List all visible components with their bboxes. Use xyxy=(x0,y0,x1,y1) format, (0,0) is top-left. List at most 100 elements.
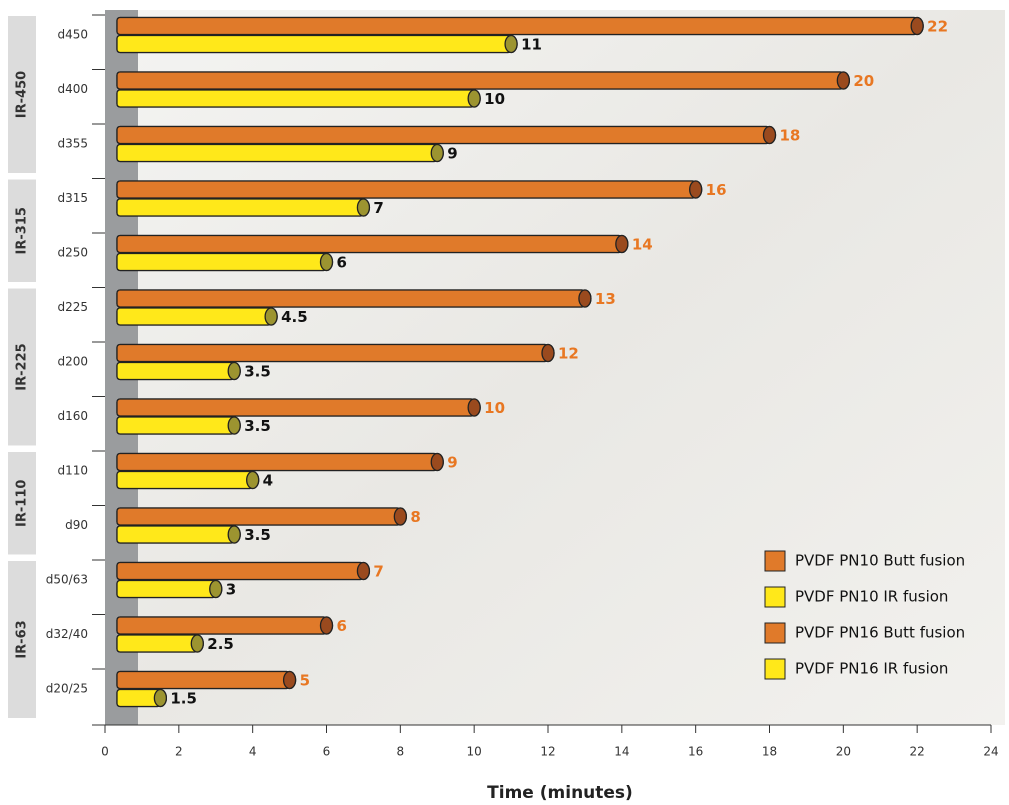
bar-cap xyxy=(319,616,334,635)
x-tick-label: 16 xyxy=(688,745,703,759)
value-label: 10 xyxy=(484,90,505,108)
y-tick-label: d110 xyxy=(57,464,88,478)
legend-label: PVDF PN16 Butt fusion xyxy=(795,624,965,642)
bar-cap xyxy=(467,398,481,417)
bar xyxy=(116,180,697,199)
bar-cap xyxy=(762,125,777,145)
y-tick-label: d450 xyxy=(57,28,88,42)
bar-cap xyxy=(227,416,241,435)
bar-cap xyxy=(264,307,278,326)
group-box xyxy=(8,452,36,555)
bar xyxy=(116,579,217,599)
bar xyxy=(116,361,235,381)
group-box xyxy=(8,16,36,173)
y-tick-label: d400 xyxy=(57,82,88,96)
group-label: IR-450 xyxy=(15,71,30,118)
x-axis-title: Time (minutes) xyxy=(487,783,633,803)
bar xyxy=(116,234,623,254)
bar-cap xyxy=(393,507,407,526)
bar-cap xyxy=(467,89,481,108)
bar xyxy=(116,16,918,36)
bar-cap xyxy=(227,525,241,544)
legend-swatch xyxy=(764,658,786,680)
legend-label: PVDF PN10 IR fusion xyxy=(795,588,948,606)
bar xyxy=(116,143,438,163)
bar-cap xyxy=(615,234,629,254)
x-tick-label: 2 xyxy=(175,745,183,759)
value-label: 11 xyxy=(521,36,542,54)
y-tick-label: d32/40 xyxy=(46,627,88,641)
bar xyxy=(116,452,438,472)
bar xyxy=(116,198,365,217)
bar xyxy=(116,343,549,363)
group-label: IR-110 xyxy=(15,480,30,527)
group-label: IR-63 xyxy=(15,620,30,658)
value-label: 14 xyxy=(632,236,653,254)
value-label: 8 xyxy=(410,508,420,526)
value-label: 5 xyxy=(300,672,310,690)
value-label: 3.5 xyxy=(244,417,271,435)
bar-cap xyxy=(541,343,555,363)
value-label: 6 xyxy=(337,617,347,635)
x-tick-label: 12 xyxy=(540,745,555,759)
group-label: IR-315 xyxy=(15,207,30,254)
value-label: 20 xyxy=(853,72,874,90)
group-label: IR-225 xyxy=(15,343,30,390)
value-label: 9 xyxy=(447,454,457,472)
bar xyxy=(116,125,771,145)
value-label: 2.5 xyxy=(207,635,234,653)
value-label: 3.5 xyxy=(244,526,271,544)
x-tick-label: 24 xyxy=(983,745,998,759)
value-label: 7 xyxy=(373,199,383,217)
value-label: 10 xyxy=(484,399,505,417)
bar-cap xyxy=(227,361,241,381)
value-label: 1.5 xyxy=(170,690,197,708)
bar-cap xyxy=(356,561,371,581)
value-label: 3 xyxy=(226,581,236,599)
bar-cap xyxy=(319,252,334,272)
bar-cap xyxy=(209,579,223,599)
value-label: 4 xyxy=(263,472,273,490)
y-tick-label: d250 xyxy=(57,246,88,260)
value-label: 22 xyxy=(927,18,948,36)
value-label: 13 xyxy=(595,290,616,308)
x-tick-label: 8 xyxy=(397,745,405,759)
bar-cap xyxy=(910,16,924,36)
bar xyxy=(116,416,235,435)
value-label: 12 xyxy=(558,345,579,363)
x-tick-label: 20 xyxy=(836,745,851,759)
value-label: 9 xyxy=(447,145,457,163)
x-tick-label: 0 xyxy=(101,745,109,759)
value-label: 4.5 xyxy=(281,308,308,326)
x-tick-label: 4 xyxy=(249,745,257,759)
bar-cap xyxy=(836,71,850,90)
bar-cap xyxy=(504,34,518,54)
bar xyxy=(116,34,512,54)
bar-cap xyxy=(356,198,371,217)
bar xyxy=(116,398,475,417)
y-tick-label: d50/63 xyxy=(46,573,88,587)
bar-cap xyxy=(282,670,297,690)
group-box xyxy=(8,561,36,718)
bar xyxy=(116,634,198,653)
bar xyxy=(116,470,254,490)
x-tick-label: 6 xyxy=(323,745,331,759)
y-tick-label: d20/25 xyxy=(46,682,88,696)
bar-cap xyxy=(246,470,260,490)
bar xyxy=(116,307,272,326)
legend-swatch xyxy=(764,622,786,644)
bar xyxy=(116,670,291,690)
bar-cap xyxy=(689,180,703,199)
bar xyxy=(116,71,844,90)
y-tick-label: d200 xyxy=(57,355,88,369)
value-label: 16 xyxy=(706,181,727,199)
bar-cap xyxy=(153,688,168,708)
legend-label: PVDF PN16 IR fusion xyxy=(795,660,948,678)
y-tick-label: d315 xyxy=(57,191,88,205)
bar-cap xyxy=(430,452,444,472)
group-box xyxy=(8,288,36,446)
y-tick-label: d90 xyxy=(65,518,88,532)
bar-cap xyxy=(578,289,592,308)
bar xyxy=(116,507,401,526)
